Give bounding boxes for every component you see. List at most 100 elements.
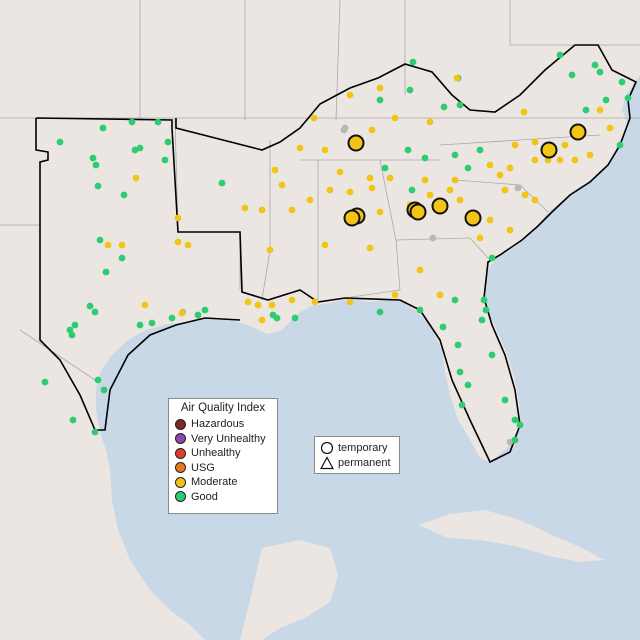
monitor-good[interactable] xyxy=(148,319,156,327)
monitor-good[interactable] xyxy=(440,103,448,111)
monitor-good[interactable] xyxy=(89,154,97,162)
monitor-moderate[interactable] xyxy=(451,176,459,184)
monitor-moderate[interactable] xyxy=(254,301,262,309)
monitor-moderate[interactable] xyxy=(258,316,266,324)
monitor-good[interactable] xyxy=(408,186,416,194)
monitor-moderate[interactable] xyxy=(346,91,354,99)
temporary-monitor-moderate[interactable] xyxy=(409,203,427,221)
monitor-good[interactable] xyxy=(56,138,64,146)
temporary-monitor-moderate[interactable] xyxy=(540,141,558,159)
monitor-moderate[interactable] xyxy=(586,151,594,159)
monitor-good[interactable] xyxy=(120,191,128,199)
monitor-moderate[interactable] xyxy=(556,156,564,164)
monitor-good[interactable] xyxy=(381,164,389,172)
monitor-moderate[interactable] xyxy=(486,216,494,224)
monitor-moderate[interactable] xyxy=(132,174,140,182)
monitor-moderate[interactable] xyxy=(268,301,276,309)
monitor-good[interactable] xyxy=(568,71,576,79)
monitor-no-data[interactable] xyxy=(514,184,522,192)
monitor-moderate[interactable] xyxy=(506,164,514,172)
monitor-moderate[interactable] xyxy=(118,241,126,249)
monitor-moderate[interactable] xyxy=(521,191,529,199)
monitor-good[interactable] xyxy=(99,124,107,132)
monitor-moderate[interactable] xyxy=(141,301,149,309)
monitor-good[interactable] xyxy=(511,416,519,424)
monitor-good[interactable] xyxy=(624,94,632,102)
monitor-good[interactable] xyxy=(154,118,162,126)
monitor-moderate[interactable] xyxy=(606,124,614,132)
monitor-good[interactable] xyxy=(168,314,176,322)
monitor-moderate[interactable] xyxy=(321,146,329,154)
monitor-good[interactable] xyxy=(482,306,490,314)
monitor-moderate[interactable] xyxy=(426,118,434,126)
monitor-good[interactable] xyxy=(91,428,99,436)
monitor-moderate[interactable] xyxy=(271,166,279,174)
monitor-good[interactable] xyxy=(454,341,462,349)
monitor-good[interactable] xyxy=(511,436,519,444)
monitor-good[interactable] xyxy=(404,146,412,154)
monitor-moderate[interactable] xyxy=(288,296,296,304)
monitor-good[interactable] xyxy=(218,179,226,187)
monitor-moderate[interactable] xyxy=(346,298,354,306)
temporary-monitor-moderate[interactable] xyxy=(347,134,365,152)
monitor-moderate[interactable] xyxy=(386,174,394,182)
monitor-moderate[interactable] xyxy=(511,141,519,149)
monitor-good[interactable] xyxy=(161,156,169,164)
monitor-good[interactable] xyxy=(596,68,604,76)
monitor-moderate[interactable] xyxy=(174,238,182,246)
monitor-moderate[interactable] xyxy=(244,298,252,306)
monitor-moderate[interactable] xyxy=(426,191,434,199)
monitor-moderate[interactable] xyxy=(366,174,374,182)
temporary-monitor-moderate[interactable] xyxy=(464,209,482,227)
monitor-moderate[interactable] xyxy=(174,214,182,222)
monitor-good[interactable] xyxy=(451,296,459,304)
monitor-good[interactable] xyxy=(556,51,564,59)
monitor-good[interactable] xyxy=(456,368,464,376)
monitor-good[interactable] xyxy=(501,396,509,404)
monitor-moderate[interactable] xyxy=(368,126,376,134)
monitor-good[interactable] xyxy=(618,78,626,86)
monitor-good[interactable] xyxy=(480,296,488,304)
monitor-moderate[interactable] xyxy=(241,204,249,212)
monitor-good[interactable] xyxy=(478,316,486,324)
monitor-good[interactable] xyxy=(439,323,447,331)
monitor-good[interactable] xyxy=(488,254,496,262)
monitor-good[interactable] xyxy=(102,268,110,276)
monitor-good[interactable] xyxy=(291,314,299,322)
temporary-monitor-moderate[interactable] xyxy=(431,197,449,215)
monitor-moderate[interactable] xyxy=(506,226,514,234)
monitor-good[interactable] xyxy=(456,101,464,109)
monitor-good[interactable] xyxy=(131,146,139,154)
monitor-good[interactable] xyxy=(86,302,94,310)
monitor-good[interactable] xyxy=(516,421,524,429)
monitor-good[interactable] xyxy=(476,146,484,154)
temporary-monitor-moderate[interactable] xyxy=(569,123,587,141)
monitor-no-data[interactable] xyxy=(429,234,437,242)
monitor-good[interactable] xyxy=(100,386,108,394)
monitor-good[interactable] xyxy=(458,401,466,409)
monitor-moderate[interactable] xyxy=(436,291,444,299)
monitor-good[interactable] xyxy=(136,321,144,329)
monitor-good[interactable] xyxy=(464,164,472,172)
monitor-moderate[interactable] xyxy=(278,181,286,189)
monitor-moderate[interactable] xyxy=(296,144,304,152)
monitor-moderate[interactable] xyxy=(368,184,376,192)
monitor-good[interactable] xyxy=(94,182,102,190)
monitor-moderate[interactable] xyxy=(561,141,569,149)
monitor-moderate[interactable] xyxy=(476,234,484,242)
temporary-monitor-moderate[interactable] xyxy=(343,209,361,227)
monitor-moderate[interactable] xyxy=(446,186,454,194)
monitor-good[interactable] xyxy=(68,331,76,339)
monitor-moderate[interactable] xyxy=(288,206,296,214)
monitor-moderate[interactable] xyxy=(501,186,509,194)
monitor-good[interactable] xyxy=(421,154,429,162)
monitor-moderate[interactable] xyxy=(391,291,399,299)
monitor-moderate[interactable] xyxy=(391,114,399,122)
monitor-good[interactable] xyxy=(451,151,459,159)
monitor-no-data[interactable] xyxy=(341,124,349,132)
monitor-good[interactable] xyxy=(464,381,472,389)
monitor-moderate[interactable] xyxy=(376,208,384,216)
monitor-good[interactable] xyxy=(94,376,102,384)
monitor-good[interactable] xyxy=(71,321,79,329)
monitor-moderate[interactable] xyxy=(531,156,539,164)
